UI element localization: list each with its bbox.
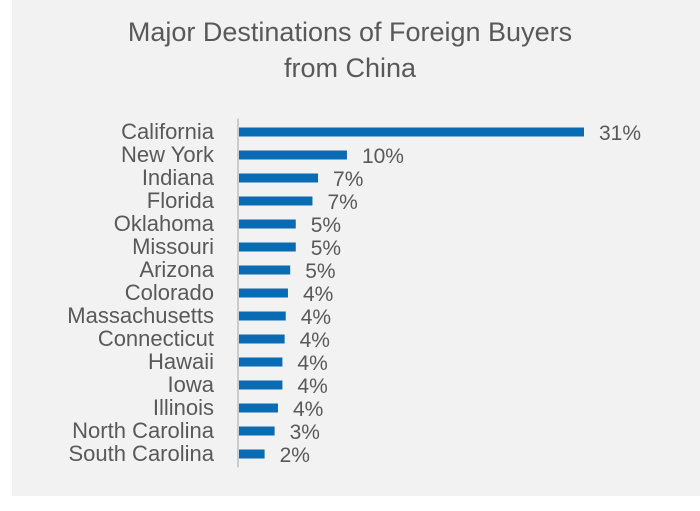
bar [239, 357, 283, 367]
chart-title-line-1: Major Destinations of Foreign Buyers [127, 17, 573, 47]
bar [239, 426, 275, 436]
bar [239, 242, 296, 252]
bar-row: Massachusetts 4% [67, 303, 331, 329]
category-label: California [121, 119, 215, 144]
bar [239, 265, 291, 275]
bar-row: Oklahoma 5% [114, 211, 341, 237]
bar-row: North Carolina 3% [72, 418, 320, 444]
category-label: Florida [147, 188, 215, 213]
bar [239, 196, 313, 206]
bar [239, 150, 347, 160]
bar [239, 449, 265, 459]
bar [239, 288, 288, 298]
bar-row: Illinois 4% [153, 395, 323, 421]
bar [239, 173, 319, 183]
bar-row: Colorado 4% [125, 280, 334, 306]
chart-title-line-2: from China [283, 53, 417, 83]
data-label: 3% [290, 421, 320, 444]
data-label: 4% [297, 352, 327, 375]
category-label: South Carolina [68, 441, 214, 466]
category-label: Indiana [142, 165, 215, 190]
bar-row: California 31% [121, 119, 641, 145]
data-label: 7% [333, 168, 363, 191]
data-label: 4% [293, 398, 323, 421]
category-label: Hawaii [148, 349, 214, 374]
bar-row: Missouri 5% [132, 234, 341, 260]
category-label: Oklahoma [114, 211, 215, 236]
data-label: 10% [362, 145, 404, 168]
bar [239, 334, 285, 344]
bar [239, 311, 286, 321]
category-label: New York [121, 142, 215, 167]
data-label: 4% [297, 375, 327, 398]
category-label: Massachusetts [67, 303, 214, 328]
chart-title: Major Destinations of Foreign Buyers fro… [0, 14, 700, 86]
category-label: North Carolina [72, 418, 215, 443]
data-label: 7% [327, 191, 357, 214]
category-label: Arizona [139, 257, 214, 282]
chart-background [12, 0, 700, 496]
bar [239, 219, 296, 229]
bar-row: New York 10% [121, 142, 404, 168]
data-label: 5% [305, 260, 335, 283]
bar-row: Iowa 4% [168, 372, 328, 398]
bar-row: Connecticut 4% [98, 326, 330, 352]
data-label: 31% [599, 122, 641, 145]
bar [239, 380, 283, 390]
bar-row: Hawaii 4% [148, 349, 328, 375]
bar [239, 403, 278, 413]
data-label: 4% [300, 329, 330, 352]
category-label: Illinois [153, 395, 214, 420]
category-label: Iowa [168, 372, 215, 397]
bar-row: South Carolina 2% [68, 441, 310, 467]
data-label: 2% [280, 444, 310, 467]
bar-row: Florida 7% [147, 188, 358, 214]
category-label: Missouri [132, 234, 214, 259]
data-label: 4% [301, 306, 331, 329]
data-label: 4% [303, 283, 333, 306]
bar [239, 127, 584, 137]
category-label: Colorado [125, 280, 214, 305]
bar-row: Arizona 5% [139, 257, 335, 283]
bar-row: Indiana 7% [142, 165, 364, 191]
category-label: Connecticut [98, 326, 214, 351]
data-label: 5% [311, 237, 341, 260]
data-label: 5% [311, 214, 341, 237]
